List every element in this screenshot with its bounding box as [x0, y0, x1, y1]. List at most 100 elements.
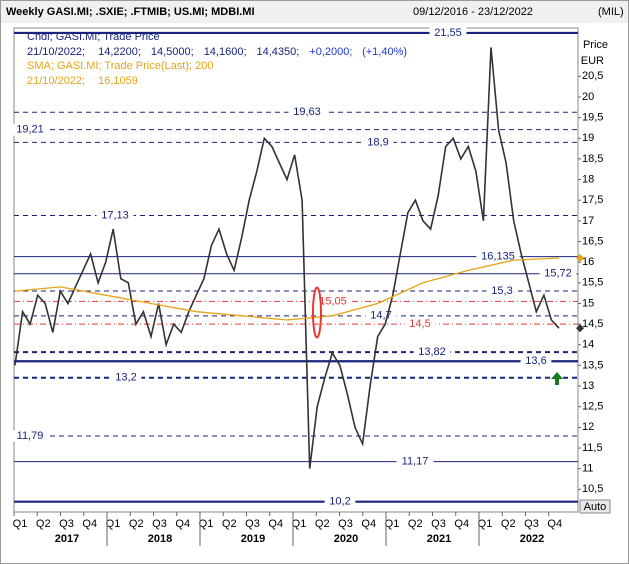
level-label: 16,135: [481, 250, 515, 262]
auto-button-label[interactable]: Auto: [584, 501, 607, 513]
y-tick-label: 18: [582, 173, 594, 185]
y-tick-label: 12,5: [582, 401, 603, 413]
level-label: 18,9: [367, 136, 388, 148]
x-tick-label: Q4: [361, 518, 376, 530]
x-tick-label: Q2: [36, 518, 51, 530]
level-label: 10,2: [329, 496, 350, 508]
y-tick-label: 13: [582, 380, 594, 392]
level-label-bg: [288, 106, 326, 119]
y-unit: EUR: [581, 55, 604, 67]
series-line: [14, 257, 560, 321]
x-tick-label: Q3: [245, 518, 260, 530]
x-tick-label: Q4: [547, 518, 562, 530]
legend-header: SMA; GASI.MI; Trade Price(Last); 200: [27, 60, 213, 72]
last-value-marker: [576, 324, 584, 333]
y-tick-label: 12: [582, 421, 594, 433]
y-tick-label: 15,5: [582, 277, 603, 289]
legend-field: 21/10/2022;: [27, 75, 85, 87]
y-tick-label: 16: [582, 256, 594, 268]
level-label: 11,79: [17, 430, 44, 442]
level-label-bg: [96, 209, 134, 222]
x-tick-label: Q3: [431, 518, 446, 530]
x-tick-label: Q1: [478, 518, 493, 530]
legend-header: Cndl; GASI.MI; Trade Price: [27, 31, 160, 43]
x-tick-label: Q1: [13, 518, 28, 530]
y-tick-label: 20: [582, 91, 594, 103]
y-tick-label: 16,5: [582, 235, 603, 247]
y-tick-label: 15: [582, 297, 594, 309]
level-label-bg: [324, 495, 356, 508]
x-tick-label: Q2: [408, 518, 423, 530]
level-label-bg: [539, 267, 577, 280]
x-tick-label: Q2: [129, 518, 144, 530]
x-tick-label: Q2: [501, 518, 516, 530]
auto-button[interactable]: [579, 499, 611, 514]
x-tick-label: Q3: [59, 518, 74, 530]
level-label-bg: [396, 455, 434, 468]
y-tick-label: 10,5: [582, 483, 603, 495]
level-label-bg: [110, 371, 142, 384]
x-tick-label: Q4: [82, 518, 97, 530]
y-tick-label: 20,5: [582, 70, 603, 82]
y-label: Price: [583, 39, 608, 51]
level-label-bg: [404, 318, 436, 331]
x-tick-label: Q1: [385, 518, 400, 530]
x-tick-label: Q1: [199, 518, 214, 530]
level-label: 15,05: [319, 295, 347, 307]
level-label: 17,13: [101, 209, 129, 221]
y-tick-label: 18,5: [582, 153, 603, 165]
level-label-bg: [11, 123, 49, 136]
y-tick-label: 17: [582, 215, 594, 227]
year-label: 2022: [520, 533, 544, 545]
arrow: [551, 372, 563, 385]
level-label-bg: [520, 355, 552, 368]
level-label-bg: [314, 295, 352, 308]
y-tick-label: 14,5: [582, 318, 603, 330]
legend-field: (+1,40%): [362, 46, 407, 58]
year-label: 2020: [334, 533, 358, 545]
x-tick-label: Q1: [106, 518, 121, 530]
year-label: 2019: [241, 533, 265, 545]
level-label-bg: [486, 285, 518, 298]
legend-field: 14,2200;: [98, 46, 141, 58]
x-tick-label: Q4: [175, 518, 190, 530]
legend-field: 14,1600;: [204, 46, 247, 58]
x-tick-label: Q3: [524, 518, 539, 530]
x-tick-label: Q1: [292, 518, 307, 530]
plot-area: [13, 27, 579, 513]
x-tick-label: Q2: [315, 518, 330, 530]
level-label: 13,6: [525, 355, 546, 367]
legend-field: 14,4350;: [257, 46, 300, 58]
year-label: 2017: [55, 533, 79, 545]
level-label: 21,55: [434, 27, 462, 39]
x-tick-label: Q4: [454, 518, 469, 530]
y-tick-label: 19,5: [582, 112, 603, 124]
x-tick-label: Q3: [152, 518, 167, 530]
level-label: 14,5: [409, 318, 430, 330]
year-label: 2021: [427, 533, 451, 545]
legend-field: 21/10/2022;: [27, 46, 85, 58]
exchange: (MIL): [598, 6, 624, 18]
series-line: [14, 47, 560, 469]
x-tick-label: Q2: [222, 518, 237, 530]
x-tick-label: Q4: [268, 518, 283, 530]
level-label: 19,21: [16, 123, 44, 135]
y-tick-label: 13,5: [582, 359, 603, 371]
legend-field: 14,5000;: [151, 46, 194, 58]
level-label: 15,72: [544, 268, 572, 280]
y-tick-label: 17,5: [582, 194, 603, 206]
highlight: [312, 286, 322, 339]
level-label: 13,82: [418, 346, 446, 358]
level-label-bg: [362, 136, 394, 149]
level-label: 13,2: [115, 372, 136, 384]
level-label: 15,3: [491, 285, 512, 297]
x-tick-label: Q3: [338, 518, 353, 530]
last-value-marker: [576, 254, 584, 263]
y-tick-label: 11,5: [582, 442, 603, 454]
level-label-bg: [476, 250, 520, 263]
legend-field: 16,1059: [98, 75, 138, 87]
y-tick-label: 19: [582, 132, 594, 144]
level-label-bg: [429, 26, 467, 39]
year-label: 2018: [148, 533, 172, 545]
